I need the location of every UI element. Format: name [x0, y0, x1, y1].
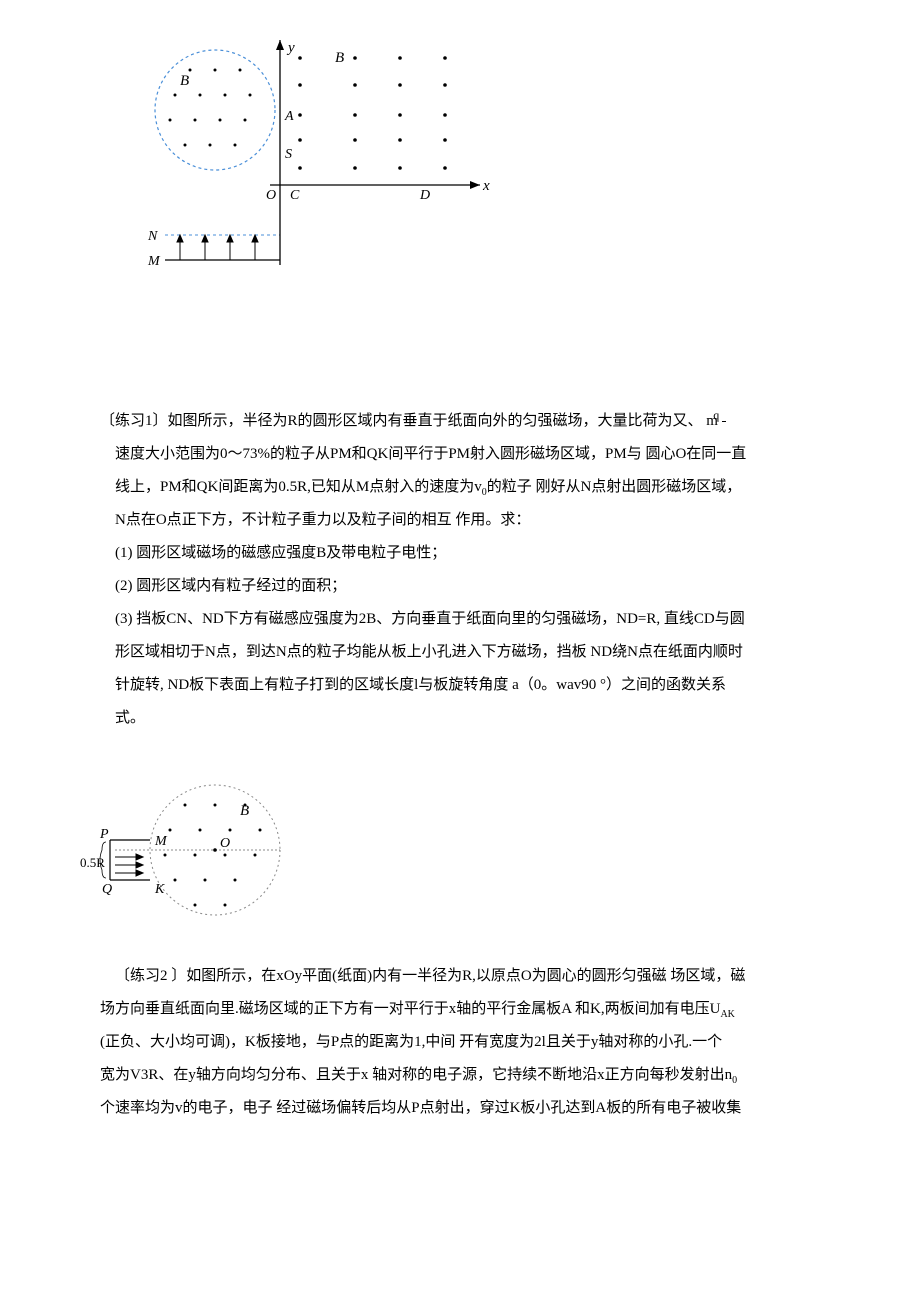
problem-1-label: 〔练习1〕: [100, 413, 168, 429]
problem-2-line4: 宽为V3R、在y轴方向均匀分布、且关于x 轴对称的电子源，它持续不断地沿x正方向…: [100, 1059, 820, 1092]
problem-1-header: 〔练习1〕如图所示，半径为R的圆形区域内有垂直于纸面向外的匀强磁场，大量比荷为又…: [100, 405, 820, 438]
label-s: S: [285, 147, 292, 162]
problem-2-line1: 〔练习2 〕如图所示，在xOy平面(纸面)内有一半径为R,以原点O为圆心的圆形匀…: [100, 960, 820, 993]
problem-1-q3c: 针旋转, ND板下表面上有粒子打到的区域长度l与板旋转角度 a（0。wav90 …: [100, 669, 820, 702]
figure-2: B P M O: [80, 775, 820, 930]
figure-2-svg: B P M O: [80, 775, 310, 925]
problem-2-line2: 场方向垂直纸面向里.磁场区域的正下方有一对平行于x轴的平行金属板A 和K,两板间…: [100, 993, 820, 1026]
label-b-right: B: [335, 50, 344, 66]
problem-1-line2: 速度大小范围为0～73%的粒子从PM和QK间平行于PM射入圆形磁场区域，PM与 …: [100, 438, 820, 471]
problem-2-line3: (正负、大小均可调)，K板接地，与P点的距离为1,中间 开有宽度为2l且关于y轴…: [100, 1026, 820, 1059]
problem-1-header-text: 如图所示，半径为R的圆形区域内有垂直于纸面向外的匀强磁场，大量比荷为又、 m: [168, 413, 718, 429]
problem-2-line5: 个速率均为v的电子，电子 经过磁场偏转后均从P点射出，穿过K板小孔达到A板的所有…: [100, 1092, 820, 1125]
axis-y-label: y: [286, 40, 295, 56]
problem-1-q2: (2) 圆形区域内有粒子经过的面积；: [100, 570, 820, 603]
label-o: O: [266, 188, 276, 203]
fig2-label-o: O: [220, 836, 230, 851]
figure-1: B y x A S O C D B: [140, 40, 820, 305]
figure-1-svg: B y x A S O C D B: [140, 40, 500, 300]
fig2-label-p: P: [99, 827, 109, 842]
label-n: N: [147, 229, 158, 244]
problem-2-label: 〔练习2 〕: [115, 968, 186, 984]
fig2-label-k: K: [154, 882, 165, 897]
problem-1: 〔练习1〕如图所示，半径为R的圆形区域内有垂直于纸面向外的匀强磁场，大量比荷为又…: [100, 405, 820, 735]
problem-1-line3: 线上，PM和QK间距离为0.5R,已知从M点射入的速度为v0的粒子 刚好从N点射…: [100, 471, 820, 504]
label-d: D: [419, 188, 430, 203]
axis-x-label: x: [482, 178, 490, 194]
problem-1-q1: (1) 圆形区域磁场的磁感应强度B及带电粒子电性；: [100, 537, 820, 570]
problem-1-q3d: 式。: [100, 702, 820, 735]
label-c: C: [290, 188, 300, 203]
label-m: M: [147, 254, 161, 269]
fraction-q: q: [722, 409, 726, 422]
problem-1-q3b: 形区域相切于N点，到达N点的粒子均能从板上小孔进入下方磁场，挡板 ND绕N点在纸…: [100, 636, 820, 669]
problem-2: 〔练习2 〕如图所示，在xOy平面(纸面)内有一半径为R,以原点O为圆心的圆形匀…: [100, 960, 820, 1125]
label-a: A: [284, 109, 294, 124]
label-b-circle: B: [180, 73, 189, 89]
fig2-label-m: M: [154, 834, 168, 849]
problem-1-q3a: (3) 挡板CN、ND下方有磁感应强度为2B、方向垂直于纸面向里的匀强磁场，ND…: [100, 603, 820, 636]
problem-1-line4: N点在O点正下方，不计粒子重力以及粒子间的相互 作用。求：: [100, 504, 820, 537]
fig2-label-q: Q: [102, 882, 112, 897]
